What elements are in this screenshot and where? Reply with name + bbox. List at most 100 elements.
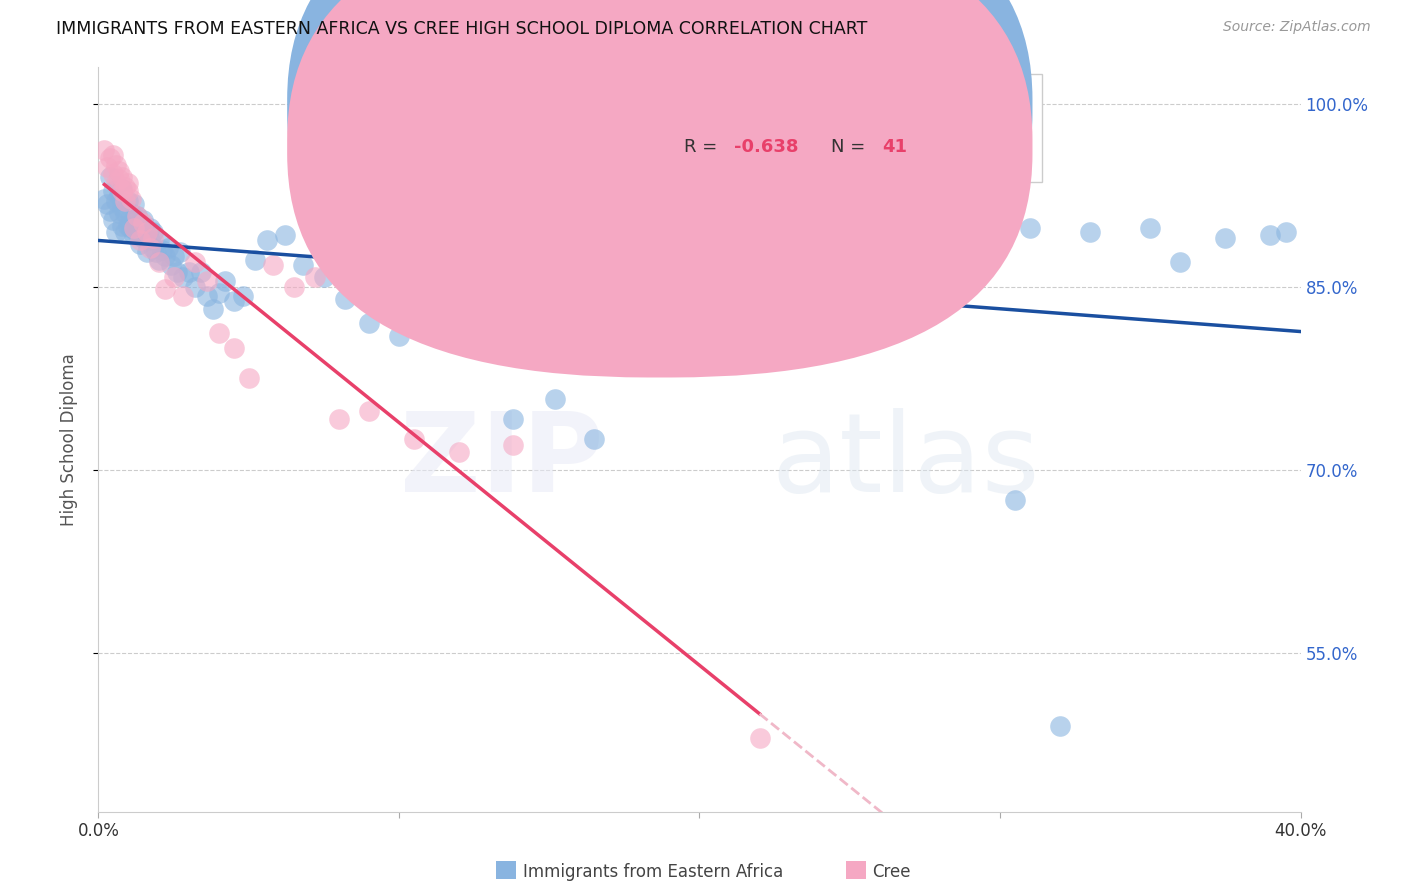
Point xyxy=(108,188,131,202)
Point xyxy=(138,233,160,247)
Point xyxy=(105,158,128,172)
Point xyxy=(129,233,152,247)
Point xyxy=(93,143,115,157)
Point xyxy=(222,294,245,309)
Y-axis label: High School Diploma: High School Diploma xyxy=(59,353,77,525)
Point xyxy=(150,243,173,257)
Point xyxy=(127,209,149,223)
Text: Cree: Cree xyxy=(872,863,910,881)
Text: ZIP: ZIP xyxy=(399,409,603,516)
Text: IMMIGRANTS FROM EASTERN AFRICA VS CREE HIGH SCHOOL DIPLOMA CORRELATION CHART: IMMIGRANTS FROM EASTERN AFRICA VS CREE H… xyxy=(56,20,868,37)
Point xyxy=(117,185,139,199)
Point xyxy=(105,194,128,209)
Point xyxy=(628,228,651,243)
Point xyxy=(108,163,131,178)
Point xyxy=(357,404,380,418)
Point xyxy=(1260,228,1282,243)
Point xyxy=(148,255,170,269)
Point xyxy=(166,265,188,279)
Point xyxy=(111,185,134,199)
Point xyxy=(103,212,125,227)
Point xyxy=(689,233,711,247)
Point xyxy=(169,245,191,260)
Text: Source: ZipAtlas.com: Source: ZipAtlas.com xyxy=(1223,20,1371,34)
Point xyxy=(135,225,157,239)
Point xyxy=(162,269,184,284)
Point xyxy=(124,196,146,211)
Point xyxy=(388,328,411,343)
Text: R =: R = xyxy=(683,97,723,115)
Point xyxy=(132,216,155,230)
Point xyxy=(138,241,160,255)
Point xyxy=(129,216,152,230)
Point xyxy=(111,200,134,214)
Point xyxy=(138,221,160,235)
Point xyxy=(1274,225,1296,239)
Text: R =: R = xyxy=(683,137,723,155)
Point xyxy=(153,249,176,263)
Point xyxy=(1139,221,1161,235)
Point xyxy=(232,289,254,303)
Point xyxy=(402,433,425,447)
Point xyxy=(100,204,122,219)
Point xyxy=(222,341,245,355)
Point xyxy=(103,148,125,162)
Point xyxy=(357,316,380,330)
Point xyxy=(135,245,157,260)
Point xyxy=(328,411,350,425)
Point xyxy=(808,255,831,269)
Point xyxy=(748,225,770,239)
Text: Immigrants from Eastern Africa: Immigrants from Eastern Africa xyxy=(523,863,783,881)
Point xyxy=(748,731,770,746)
Point xyxy=(121,192,143,206)
Point xyxy=(183,279,205,293)
Point xyxy=(141,225,163,239)
Point xyxy=(141,241,163,255)
Point xyxy=(124,221,146,235)
Point xyxy=(132,231,155,245)
Point xyxy=(502,411,524,425)
Point xyxy=(141,231,163,245)
Point xyxy=(114,225,136,239)
Point xyxy=(172,269,194,284)
Point xyxy=(544,392,567,406)
Point xyxy=(148,233,170,247)
Point xyxy=(162,249,184,263)
Point xyxy=(869,258,891,272)
Text: N =: N = xyxy=(831,137,870,155)
Point xyxy=(124,228,146,243)
Point xyxy=(333,292,356,306)
Point xyxy=(201,301,224,316)
Point xyxy=(423,269,446,284)
Point xyxy=(1215,231,1237,245)
Point xyxy=(256,233,278,247)
Point xyxy=(117,219,139,233)
Point xyxy=(100,169,122,184)
Point xyxy=(108,172,131,186)
Point xyxy=(132,212,155,227)
Point xyxy=(135,225,157,239)
Point xyxy=(145,245,167,260)
Point xyxy=(262,258,284,272)
Point xyxy=(114,179,136,194)
Point xyxy=(108,206,131,220)
Point xyxy=(111,169,134,184)
Point xyxy=(502,438,524,452)
Point xyxy=(208,285,231,300)
Point xyxy=(208,326,231,340)
Point xyxy=(1004,493,1026,508)
Point xyxy=(1170,255,1192,269)
Point xyxy=(127,225,149,239)
Point xyxy=(312,269,335,284)
Point xyxy=(214,274,236,288)
Point xyxy=(1019,221,1042,235)
Text: 82: 82 xyxy=(882,97,907,115)
Point xyxy=(172,289,194,303)
Point xyxy=(291,258,314,272)
Point xyxy=(103,185,125,199)
Point xyxy=(114,194,136,209)
Point xyxy=(127,209,149,223)
Point xyxy=(121,221,143,235)
Point xyxy=(105,176,128,190)
Point xyxy=(195,289,218,303)
